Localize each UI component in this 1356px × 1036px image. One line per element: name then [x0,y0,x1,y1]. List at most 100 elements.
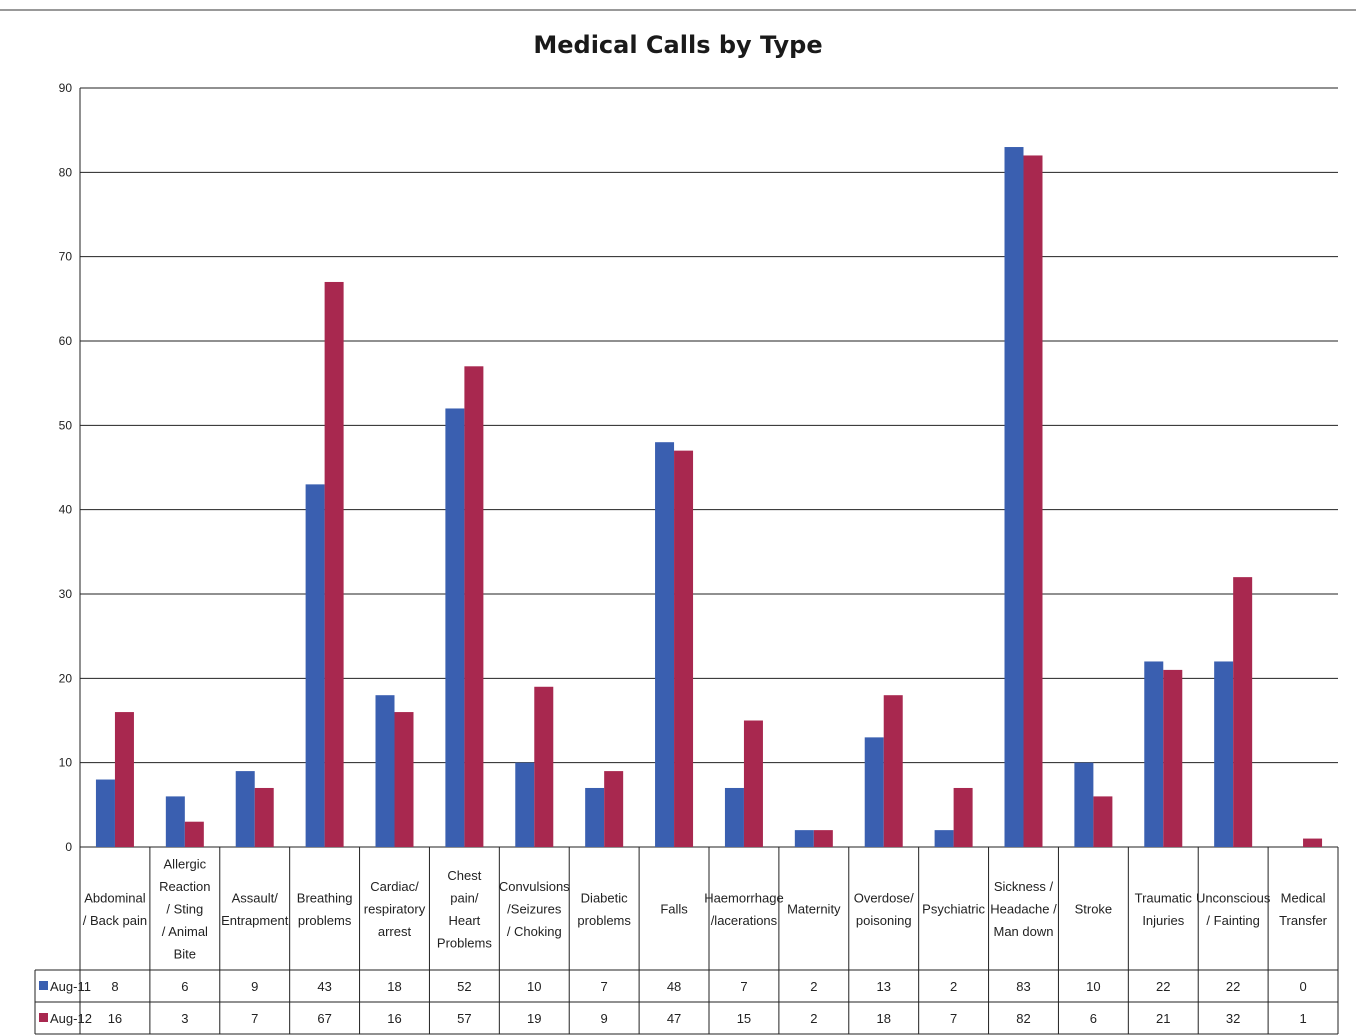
data-label: 32 [1226,1011,1240,1026]
category-label: Breathing [297,890,353,905]
y-tick-label: 70 [59,250,73,264]
bar-aug-11 [95,779,115,847]
data-label: 6 [181,979,188,994]
category-label: / Back pain [83,913,147,928]
data-label: 0 [1299,979,1306,994]
category-label: Transfer [1279,913,1328,928]
bar-aug-11 [864,737,884,847]
bars [95,147,1323,848]
category-label: Chest [447,868,481,883]
data-label: 3 [181,1011,188,1026]
data-label: 21 [1156,1011,1170,1026]
y-tick-label: 50 [59,418,73,432]
bar-aug-12 [604,771,624,847]
bar-aug-11 [515,762,535,847]
category-label: Man down [994,924,1054,939]
bar-aug-11 [724,787,744,847]
category-label: problems [298,913,352,928]
bar-aug-12 [674,450,694,847]
bar-aug-11 [1214,661,1234,847]
category-label: respiratory [364,902,426,917]
bar-aug-11 [235,771,255,847]
y-tick-label: 40 [59,503,73,517]
category-label: Bite [174,947,196,962]
legend-label: Aug-12 [50,1011,92,1026]
category-label: Diabetic [581,890,628,905]
category-label: Problems [437,935,492,950]
data-label: 83 [1016,979,1030,994]
data-label: 47 [667,1011,681,1026]
bar-aug-11 [445,408,465,847]
data-label: 16 [387,1011,401,1026]
data-label: 2 [810,979,817,994]
data-label: 82 [1016,1011,1030,1026]
bar-aug-12 [953,787,973,847]
bar-aug-11 [1074,762,1094,847]
category-label: Injuries [1142,913,1184,928]
bar-aug-11 [375,695,395,847]
category-label: / Animal [162,924,208,939]
y-axis-ticks: 0 10 20 30 40 50 60 70 80 90 [59,81,73,854]
bar-aug-12 [114,712,134,847]
category-label: Medical [1281,890,1326,905]
legend-key-aug-11 [39,981,48,990]
bar-aug-12 [534,686,554,847]
category-label: Cardiac/ [370,879,419,894]
data-label: 2 [810,1011,817,1026]
data-label: 6 [1090,1011,1097,1026]
bar-aug-12 [743,720,763,847]
bar-aug-12 [184,821,204,847]
category-label: Allergic [164,857,207,872]
data-label: 16 [108,1011,122,1026]
y-tick-label: 0 [65,840,72,854]
data-label: 8 [111,979,118,994]
bar-aug-12 [324,281,344,847]
data-table: Abdominal / Back pain Allergic Reaction / St… [34,847,1339,1035]
y-tick-label: 30 [59,587,73,601]
data-label: 7 [601,979,608,994]
data-label: 22 [1156,979,1170,994]
data-label: 43 [317,979,331,994]
y-tick-label: 20 [59,671,73,685]
category-label: Heart [448,913,480,928]
category-label: Entrapment [221,913,289,928]
bar-aug-12 [394,712,414,847]
data-label: 7 [251,1011,258,1026]
category-label: /lacerations [711,913,778,928]
bar-aug-11 [1004,147,1024,848]
category-label: Unconscious [1196,890,1271,905]
bar-aug-12 [1303,838,1323,847]
data-label: 67 [317,1011,331,1026]
category-label: Headache / [990,902,1057,917]
bar-aug-11 [794,830,814,847]
category-label: Falls [660,902,688,917]
category-label: poisoning [856,913,912,928]
bar-aug-11 [585,787,605,847]
bar-aug-12 [464,366,484,847]
bar-aug-11 [655,442,675,847]
data-label: 19 [527,1011,541,1026]
category-label: /Seizures [507,902,562,917]
bar-aug-11 [1144,661,1164,847]
y-tick-label: 10 [59,756,73,770]
category-label: Abdominal [84,890,146,905]
data-label: 22 [1226,979,1240,994]
category-label: arrest [378,924,412,939]
data-label: 2 [950,979,957,994]
data-label: 7 [740,979,747,994]
bar-aug-11 [165,796,185,847]
bar-aug-12 [1023,155,1043,847]
category-label: Traumatic [1135,890,1193,905]
category-label: / Choking [507,924,562,939]
category-label: Reaction [159,879,210,894]
category-label: Overdose/ [854,890,914,905]
category-label: problems [577,913,631,928]
category-label: Psychiatric [922,902,985,917]
data-label: 18 [387,979,401,994]
chart-title: Medical Calls by Type [533,31,822,59]
y-tick-label: 60 [59,334,73,348]
data-label: 57 [457,1011,471,1026]
category-label: / Sting [166,902,203,917]
data-label: 18 [876,1011,890,1026]
